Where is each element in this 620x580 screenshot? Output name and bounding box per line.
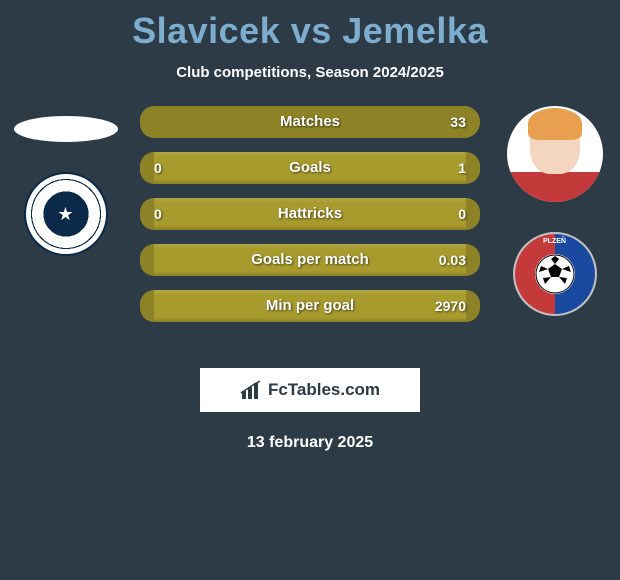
bar-chart-icon (240, 379, 262, 401)
stat-value-right: 1 (458, 152, 466, 184)
badge-text: PLZEŇ (515, 238, 595, 245)
branding-box[interactable]: FcTables.com (200, 368, 420, 412)
stat-value-right: 0 (458, 198, 466, 230)
stat-row-goals-per-match: Goals per match 0.03 (140, 244, 480, 276)
stat-label: Min per goal (140, 290, 480, 322)
branding-text: FcTables.com (268, 380, 380, 400)
stat-value-right: 33 (450, 106, 466, 138)
club-badge-viktoria: PLZEŇ (513, 232, 597, 316)
date-footer: 13 february 2025 (0, 434, 620, 452)
stat-row-goals: 0 Goals 1 (140, 152, 480, 184)
stat-row-hattricks: 0 Hattricks 0 (140, 198, 480, 230)
soccer-ball-icon (535, 254, 575, 294)
stat-value-right: 2970 (435, 290, 466, 322)
avatar-hair (528, 108, 582, 140)
page-subtitle: Club competitions, Season 2024/2025 (0, 64, 620, 81)
club-badge-sigma: ★ (24, 172, 108, 256)
stat-label: Goals (140, 152, 480, 184)
player-right-avatar (507, 106, 603, 202)
player-left-avatar (14, 116, 118, 142)
comparison-area: ★ Matches 33 0 Goals 1 0 Hattricks 0 (0, 106, 620, 366)
player-right-column: PLZEŇ (497, 106, 612, 316)
stat-row-min-per-goal: Min per goal 2970 (140, 290, 480, 322)
stats-bars: Matches 33 0 Goals 1 0 Hattricks 0 Goals… (140, 106, 480, 336)
stat-label: Matches (140, 106, 480, 138)
stat-label: Hattricks (140, 198, 480, 230)
avatar-shirt (507, 172, 603, 202)
stat-value-right: 0.03 (439, 244, 466, 276)
stat-label: Goals per match (140, 244, 480, 276)
star-icon: ★ (51, 199, 81, 229)
page-title: Slavicek vs Jemelka (0, 0, 620, 52)
stat-row-matches: Matches 33 (140, 106, 480, 138)
player-left-column: ★ (8, 106, 123, 256)
